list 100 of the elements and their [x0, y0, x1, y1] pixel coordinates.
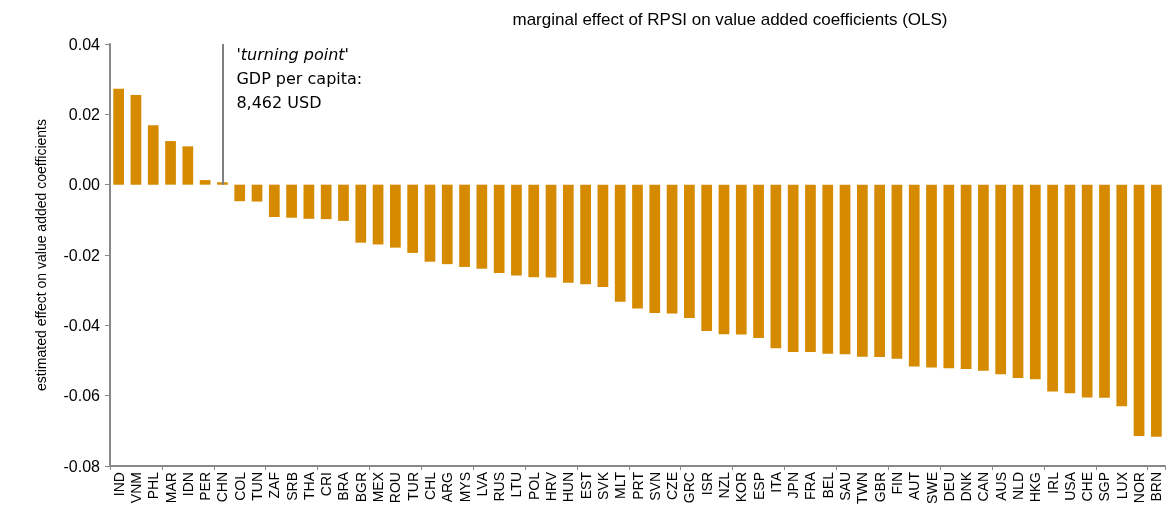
y-tick-label: -0.04 [63, 316, 101, 334]
bar [580, 184, 591, 285]
x-tick-label: MYS [456, 472, 473, 503]
ref-line-label: 'turning point' [236, 44, 349, 64]
y-tick-label: -0.08 [63, 457, 101, 475]
y-tick-label: -0.02 [63, 246, 101, 264]
x-tick-label: MLT [612, 471, 629, 499]
x-tick-label: BGR [352, 472, 369, 503]
bar [753, 184, 764, 338]
x-tick-label: IRL [1044, 471, 1061, 494]
bar [856, 184, 868, 357]
x-tick-label: FRA [802, 471, 819, 500]
x-tick-label: BRA [335, 471, 352, 501]
x-tick-label: PHL [145, 471, 162, 500]
bar [1012, 184, 1024, 379]
bar [113, 88, 125, 185]
x-tick-label: TUR [404, 472, 421, 501]
x-tick-label: SWE [923, 472, 940, 504]
bar [320, 184, 332, 220]
bar [978, 184, 989, 371]
x-tick-label: ITA [767, 471, 784, 493]
bar [1047, 184, 1058, 392]
bar [182, 146, 194, 185]
y-tick-label: 0.02 [68, 105, 101, 123]
x-tick-label: ROU [387, 472, 404, 504]
bar [926, 184, 937, 368]
x-tick-label: SRB [283, 472, 300, 501]
x-tick-label: IND [110, 472, 127, 497]
x-tick-label: DEU [940, 472, 957, 502]
bar [459, 184, 470, 267]
bar [476, 184, 488, 269]
bar [614, 184, 626, 302]
bar [787, 184, 799, 353]
bar [165, 141, 176, 185]
y-tick-label: 0.00 [68, 176, 101, 194]
bar [735, 184, 747, 335]
x-tick-label: RUS [491, 472, 508, 502]
bar [666, 184, 678, 314]
bar [649, 184, 661, 314]
bar [891, 184, 903, 359]
bar [390, 184, 401, 248]
x-tick-label: CHL [421, 471, 438, 501]
x-tick-label: BRN [1148, 472, 1165, 502]
bar [407, 184, 419, 253]
x-tick-label: LVA [473, 471, 490, 497]
bar [995, 184, 1007, 375]
x-tick-label: DNK [958, 471, 975, 502]
bar [718, 184, 730, 335]
bar [1150, 184, 1162, 437]
bar [424, 184, 436, 262]
x-tick-label: NZL [715, 471, 732, 499]
bar [251, 184, 263, 202]
y-axis-title: estimated effect on value added coefficients [33, 119, 49, 391]
x-tick-label: ARG [439, 472, 456, 503]
bar [701, 184, 713, 331]
bar [528, 184, 540, 278]
x-tick-label: CZE [664, 472, 681, 500]
x-tick-label: TUN [249, 472, 266, 501]
bar [822, 184, 834, 354]
x-tick-label: HRV [543, 471, 560, 502]
bar [1029, 184, 1041, 380]
x-tick-label: MAR [162, 472, 179, 504]
x-tick-label: CAN [975, 472, 992, 502]
x-tick-label: SVN [646, 472, 663, 501]
bar [372, 184, 384, 245]
bar [147, 125, 159, 185]
bar [874, 184, 885, 357]
x-tick-label: NOR [1131, 472, 1148, 504]
bar [632, 184, 643, 309]
bar [130, 94, 142, 185]
bar [1133, 184, 1145, 437]
x-tick-label: CHE [1079, 472, 1096, 502]
x-tick-label: LTU [508, 472, 525, 498]
x-tick-label: ZAF [266, 472, 283, 499]
x-tick-label: SVK [594, 471, 611, 501]
bar [234, 184, 246, 202]
bar [770, 184, 782, 349]
bar [562, 184, 574, 283]
x-tick-label: CRI [318, 472, 335, 497]
bar [511, 184, 522, 276]
x-tick-label: CHN [214, 472, 231, 503]
x-tick-label: ESP [750, 472, 767, 501]
x-tick-label: JPN [785, 472, 802, 499]
bar [1099, 184, 1110, 398]
x-tick-label: PER [197, 472, 214, 501]
x-tick-label: SGP [1096, 472, 1113, 502]
x-tick-label: IDN [179, 472, 196, 497]
x-tick-label: THA [300, 471, 317, 500]
bar [1064, 184, 1076, 394]
y-tick-label: 0.04 [68, 35, 101, 53]
bar [199, 180, 211, 185]
bar [545, 184, 557, 278]
bar [441, 184, 453, 265]
bar [805, 184, 816, 353]
bar [268, 184, 280, 218]
bar [493, 184, 505, 273]
bar [597, 184, 609, 287]
bar [286, 184, 297, 218]
x-tick-label: SAU [837, 472, 854, 501]
x-tick-label: VNM [127, 472, 144, 504]
